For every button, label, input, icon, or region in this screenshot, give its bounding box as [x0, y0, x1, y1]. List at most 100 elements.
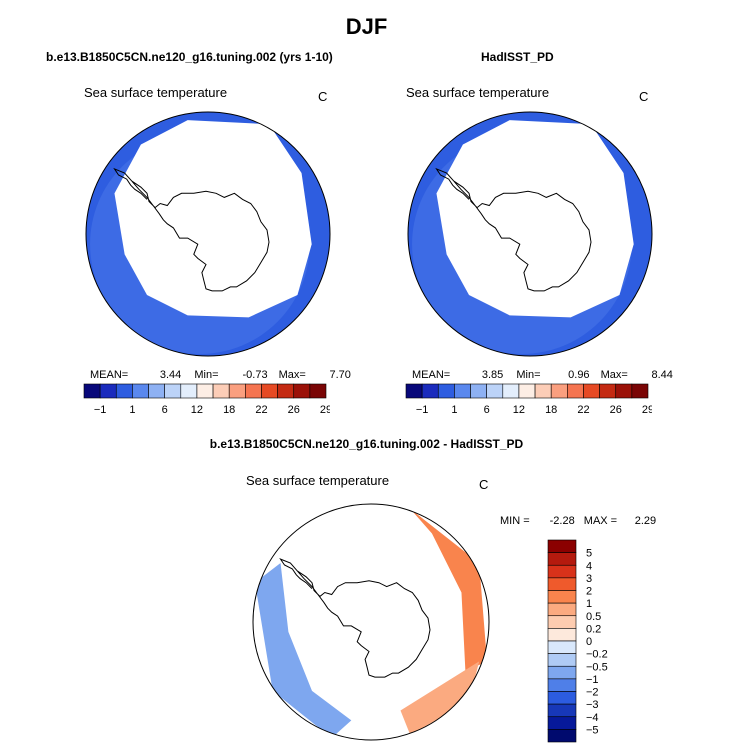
panel1-mean-label: MEAN= — [90, 369, 129, 381]
panel2-colorbar-box — [454, 383, 471, 399]
panel3-colorbar-box — [547, 615, 577, 629]
panel3-colorbar-box — [547, 564, 577, 579]
panel2-max-value: 8.44 — [651, 369, 673, 381]
panel3-colorbar-box — [547, 729, 577, 743]
panel1-colorbar-box — [83, 383, 101, 399]
panel2-colorbar-box — [550, 383, 568, 399]
panel1-colorbar-box — [309, 383, 327, 399]
panel1-units: C — [318, 89, 328, 104]
sea-ice-mask — [114, 120, 312, 318]
page-title: DJF — [345, 14, 388, 39]
panel3-colorbar-box — [547, 552, 577, 566]
panel2-colorbar-box — [502, 383, 520, 399]
panel2-mean-value: 3.85 — [481, 369, 504, 381]
panel1-colorbar-box — [99, 383, 117, 399]
panel2-colorbar-tick: 26 — [610, 404, 622, 416]
panel2-colorbar-tick: 12 — [513, 404, 525, 416]
panel1-title: b.e13.B1850C5CN.ne120_g16.tuning.002 (yr… — [46, 50, 333, 64]
panel1-colorbar-box — [293, 383, 311, 399]
panel1-colorbar-box — [115, 383, 133, 399]
panel1-colorbar-box — [180, 383, 198, 399]
panel3-colorbar-tick: 1 — [586, 598, 592, 610]
warm-anomaly-south — [400, 661, 480, 736]
panel1-mean-value: 3.44 — [159, 369, 182, 381]
panel1-min-value: -0.73 — [242, 369, 268, 381]
panel1-colorbar-box — [196, 383, 214, 399]
panel3-variable: Sea surface temperature — [246, 473, 390, 488]
panel3-colorbar-tick: −5 — [586, 724, 599, 736]
panel2-colorbar-box — [405, 383, 423, 399]
diff-field — [253, 504, 489, 740]
antarctica-coastline — [131, 180, 270, 292]
map-boundary — [85, 111, 331, 357]
panel1-colorbar: −1 1 6 12 18 22 26 29 — [83, 383, 330, 416]
panel3-max-value: 2.29 — [634, 515, 657, 527]
panel3-stats: MIN = -2.28 MAX = 2.29 — [500, 515, 656, 527]
panel1-colorbar-box — [277, 383, 295, 399]
panel3-colorbar-tick: −1 — [586, 674, 599, 686]
panel1-colorbar-tick: 1 — [129, 404, 135, 416]
antarctic-peninsula — [279, 558, 313, 589]
panel2-colorbar-box — [470, 383, 487, 399]
panel3-colorbar-tick: 3 — [586, 573, 592, 585]
antarctica-coastline — [296, 570, 431, 678]
panel1-max-label: Max= — [278, 369, 306, 381]
panel2-colorbar-tick: −1 — [416, 404, 429, 416]
polar-map-diff — [252, 503, 490, 741]
panel3-colorbar-box — [547, 590, 577, 604]
antarctic-peninsula — [435, 167, 470, 200]
panel2-mean-label: MEAN= — [412, 369, 451, 381]
panel2-units: C — [639, 89, 649, 104]
ocean-band — [90, 134, 310, 354]
panel3-colorbar-box — [547, 716, 577, 730]
panel2-colorbar-box — [421, 383, 439, 399]
panel2-min-label: Min= — [516, 369, 541, 381]
panel2-colorbar: −1 1 6 12 18 22 26 29 — [405, 383, 652, 416]
panel3-colorbar-tick: 4 — [586, 560, 592, 572]
panel2-colorbar-box — [437, 383, 455, 399]
panel2-colorbar-box — [534, 383, 552, 399]
panel3-min-label: MIN = — [500, 515, 530, 527]
ocean-band — [412, 134, 632, 354]
panel2-min-value: 0.96 — [568, 369, 590, 381]
panel3-colorbar-box — [547, 653, 577, 667]
panel3-colorbar-tick: 2 — [586, 586, 592, 598]
ocean-field — [86, 112, 330, 356]
panel3-title: b.e13.B1850C5CN.ne120_g16.tuning.002 - H… — [209, 437, 524, 451]
panel3-colorbar-box — [547, 602, 577, 617]
panel1-colorbar-box — [245, 383, 262, 399]
panel3-colorbar-tick: 0.2 — [586, 623, 601, 635]
panel3-colorbar-box — [547, 665, 577, 680]
panel1-colorbar-tick: 6 — [162, 404, 168, 416]
panel2-stats: MEAN= 3.85 Min= 0.96 Max= 8.44 — [412, 369, 673, 381]
panel1-colorbar-tick: 12 — [191, 404, 203, 416]
panel3-colorbar-box — [547, 640, 577, 654]
panel3-colorbar-tick: −2 — [586, 687, 599, 699]
panel1-stats: MEAN= 3.44 Min= -0.73 Max= 7.70 — [90, 369, 351, 381]
panel2-colorbar-box — [567, 383, 584, 399]
panel2-colorbar-box — [486, 383, 504, 399]
panel1-colorbar-tick: 29 — [320, 404, 330, 416]
panel3-max-label: MAX = — [583, 515, 618, 527]
panel3-min-value: -2.28 — [549, 515, 575, 527]
panel1-max-value: 7.70 — [329, 369, 351, 381]
panel1-colorbar-box — [132, 383, 149, 399]
panel2-colorbar-box — [615, 383, 633, 399]
panel3-colorbar-tick: −0.5 — [586, 661, 608, 673]
panel2-title: HadISST_PD — [481, 50, 554, 64]
cold-anomaly-west — [254, 563, 352, 739]
antarctica-coastline — [453, 180, 592, 292]
panel3-colorbar-box — [547, 628, 577, 642]
panel3-colorbar-box — [547, 678, 577, 692]
panel3-units: C — [479, 477, 489, 492]
panel3-colorbar-tick: −3 — [586, 699, 599, 711]
panel3-colorbar-box — [547, 577, 577, 591]
panel2-colorbar-box — [583, 383, 600, 399]
panel2-colorbar-tick: 18 — [545, 404, 557, 416]
panel3-colorbar-box — [547, 703, 577, 718]
panel1-min-label: Min= — [194, 369, 219, 381]
panel3-colorbar-tick: −4 — [586, 712, 599, 724]
panel2-colorbar-tick: 29 — [642, 404, 652, 416]
antarctic-peninsula — [113, 167, 148, 200]
